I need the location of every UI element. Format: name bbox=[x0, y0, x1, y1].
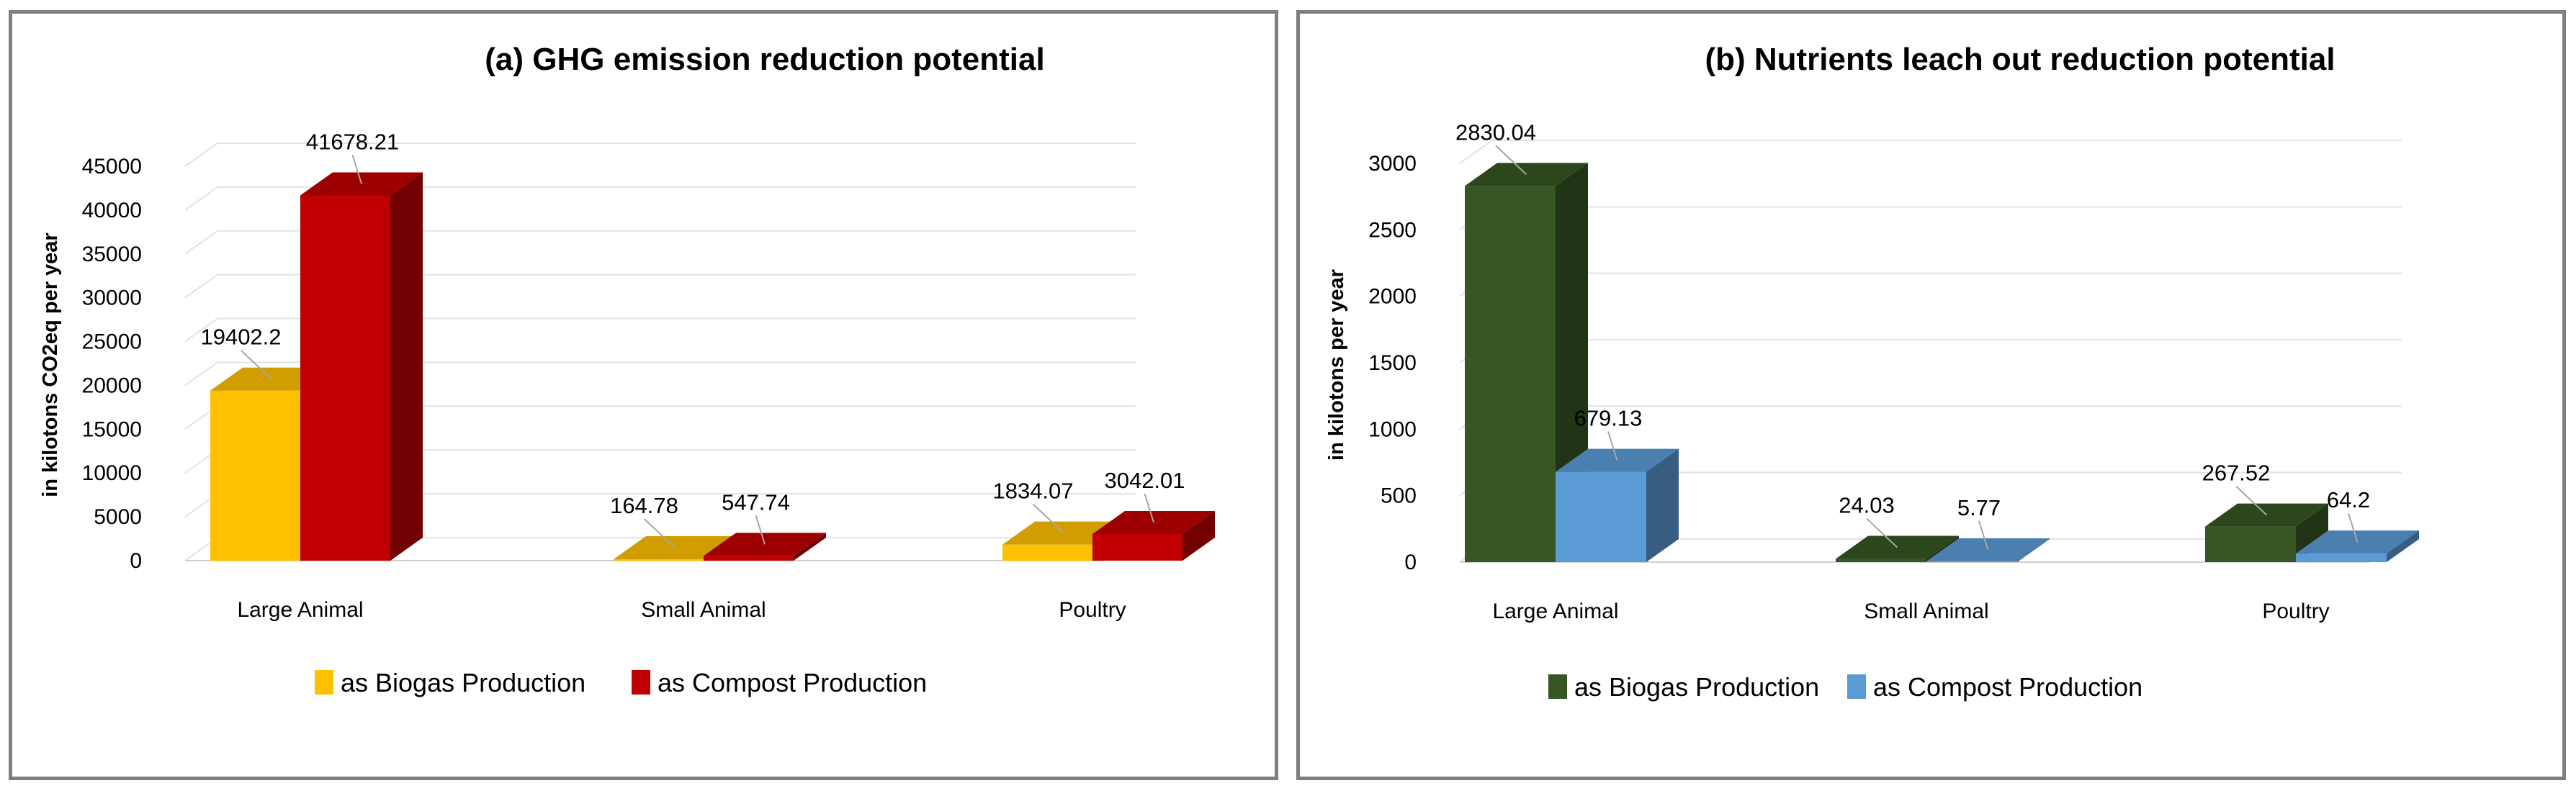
gridline-side bbox=[184, 186, 218, 211]
y-axis-label: in kilotons per year bbox=[1325, 269, 1348, 461]
x-tick-label: Large Animal bbox=[1492, 600, 1618, 623]
chart-title: (b) Nutrients leach out reduction potent… bbox=[1705, 42, 2335, 77]
bar bbox=[1556, 448, 1679, 562]
bar-front bbox=[704, 556, 794, 561]
data-label-leader bbox=[643, 518, 676, 548]
bar-front bbox=[300, 195, 390, 561]
legend-label: as Compost Production bbox=[658, 668, 927, 697]
legend-swatch bbox=[315, 670, 333, 695]
gridline-side bbox=[184, 317, 218, 343]
bar-front bbox=[2205, 526, 2296, 562]
bar-front bbox=[210, 390, 300, 561]
y-tick-label: 0 bbox=[130, 549, 142, 573]
data-label: 41678.21 bbox=[306, 129, 399, 154]
legend-swatch bbox=[632, 670, 650, 695]
data-label: 64.2 bbox=[2327, 487, 2370, 512]
y-tick-label: 40000 bbox=[82, 199, 142, 222]
legend-label: as Biogas Production bbox=[1574, 672, 1819, 702]
gridline-side bbox=[1459, 140, 1493, 164]
gridline-side bbox=[184, 273, 218, 299]
data-label: 2830.04 bbox=[1455, 119, 1536, 145]
data-label-leader bbox=[1607, 431, 1618, 461]
data-label-leader bbox=[2235, 485, 2268, 516]
bar-front bbox=[1465, 186, 1556, 562]
x-tick-label: Poultry bbox=[1059, 598, 1126, 622]
y-axis-label: in kilotons CO2eq per year bbox=[39, 232, 62, 497]
bar-side bbox=[1182, 510, 1215, 561]
y-tick-label: 5000 bbox=[94, 505, 142, 529]
data-label: 267.52 bbox=[2202, 461, 2271, 486]
bar-side bbox=[1646, 448, 1679, 562]
bar-front bbox=[614, 558, 704, 561]
data-label-leader bbox=[1866, 517, 1898, 548]
bar-front bbox=[1836, 558, 1926, 562]
gridline-side bbox=[184, 230, 218, 255]
y-tick-label: 2500 bbox=[1368, 218, 1417, 242]
y-tick-label: 35000 bbox=[82, 243, 142, 266]
y-tick-label: 500 bbox=[1381, 484, 1417, 508]
bar bbox=[300, 172, 423, 561]
x-tick-label: Poultry bbox=[2262, 600, 2329, 623]
bar-front bbox=[1926, 561, 2017, 562]
y-tick-label: 1500 bbox=[1368, 351, 1417, 375]
data-label-leader bbox=[1032, 503, 1064, 534]
legend-label: as Biogas Production bbox=[341, 668, 585, 697]
gridline-side bbox=[184, 361, 218, 386]
legend-swatch bbox=[1548, 674, 1567, 699]
nutrients-chart: (b) Nutrients leach out reduction potent… bbox=[1325, 42, 2419, 702]
y-tick-label: 15000 bbox=[82, 417, 142, 441]
bar-side bbox=[2017, 538, 2050, 562]
y-tick-label: 20000 bbox=[82, 374, 142, 397]
ghg-chart: (a) GHG emission reduction potential in … bbox=[39, 42, 1215, 697]
data-label-leader bbox=[351, 155, 362, 184]
bar-front bbox=[2296, 553, 2387, 562]
bar-side bbox=[390, 172, 423, 561]
data-label-leader bbox=[755, 515, 766, 545]
data-label: 679.13 bbox=[1574, 406, 1643, 431]
y-tick-label: 10000 bbox=[82, 461, 142, 485]
bar-side bbox=[794, 533, 826, 561]
legend-swatch bbox=[1847, 674, 1866, 699]
bar-side bbox=[2387, 530, 2419, 562]
y-tick-label: 45000 bbox=[82, 155, 142, 178]
data-label: 24.03 bbox=[1839, 493, 1895, 518]
bar-side bbox=[2296, 503, 2328, 562]
bar-front bbox=[1092, 533, 1182, 561]
x-tick-label: Small Animal bbox=[1864, 600, 1988, 623]
data-label: 3042.01 bbox=[1104, 468, 1185, 493]
chart-panel-nutrients: (b) Nutrients leach out reduction potent… bbox=[1296, 10, 2566, 780]
data-label: 547.74 bbox=[722, 489, 790, 515]
y-tick-label: 0 bbox=[1404, 551, 1417, 574]
x-tick-label: Large Animal bbox=[237, 598, 363, 622]
y-tick-label: 30000 bbox=[82, 286, 142, 310]
y-tick-label: 25000 bbox=[82, 330, 142, 354]
data-label-leader bbox=[1495, 145, 1527, 176]
data-label-leader bbox=[2348, 512, 2359, 543]
y-tick-label: 3000 bbox=[1368, 152, 1417, 176]
data-label: 5.77 bbox=[1957, 495, 2001, 520]
gridline-side bbox=[184, 143, 218, 167]
data-label-leader bbox=[1978, 520, 1989, 551]
legend-label: as Compost Production bbox=[1873, 672, 2142, 702]
data-label: 1834.07 bbox=[992, 479, 1073, 504]
bar-front bbox=[1556, 471, 1646, 562]
chart-panel-ghg: (a) GHG emission reduction potential in … bbox=[9, 10, 1278, 780]
bar-front bbox=[1002, 544, 1092, 561]
bar bbox=[1092, 510, 1215, 561]
y-tick-label: 1000 bbox=[1368, 417, 1417, 441]
y-tick-label: 2000 bbox=[1368, 285, 1417, 309]
data-label-leader bbox=[240, 349, 272, 380]
x-tick-label: Small Animal bbox=[641, 598, 766, 622]
chart-title: (a) GHG emission reduction potential bbox=[485, 42, 1044, 77]
data-label: 164.78 bbox=[610, 493, 678, 518]
data-label-leader bbox=[1144, 493, 1154, 523]
bar-side bbox=[1926, 535, 1959, 562]
data-label: 19402.2 bbox=[200, 325, 281, 350]
